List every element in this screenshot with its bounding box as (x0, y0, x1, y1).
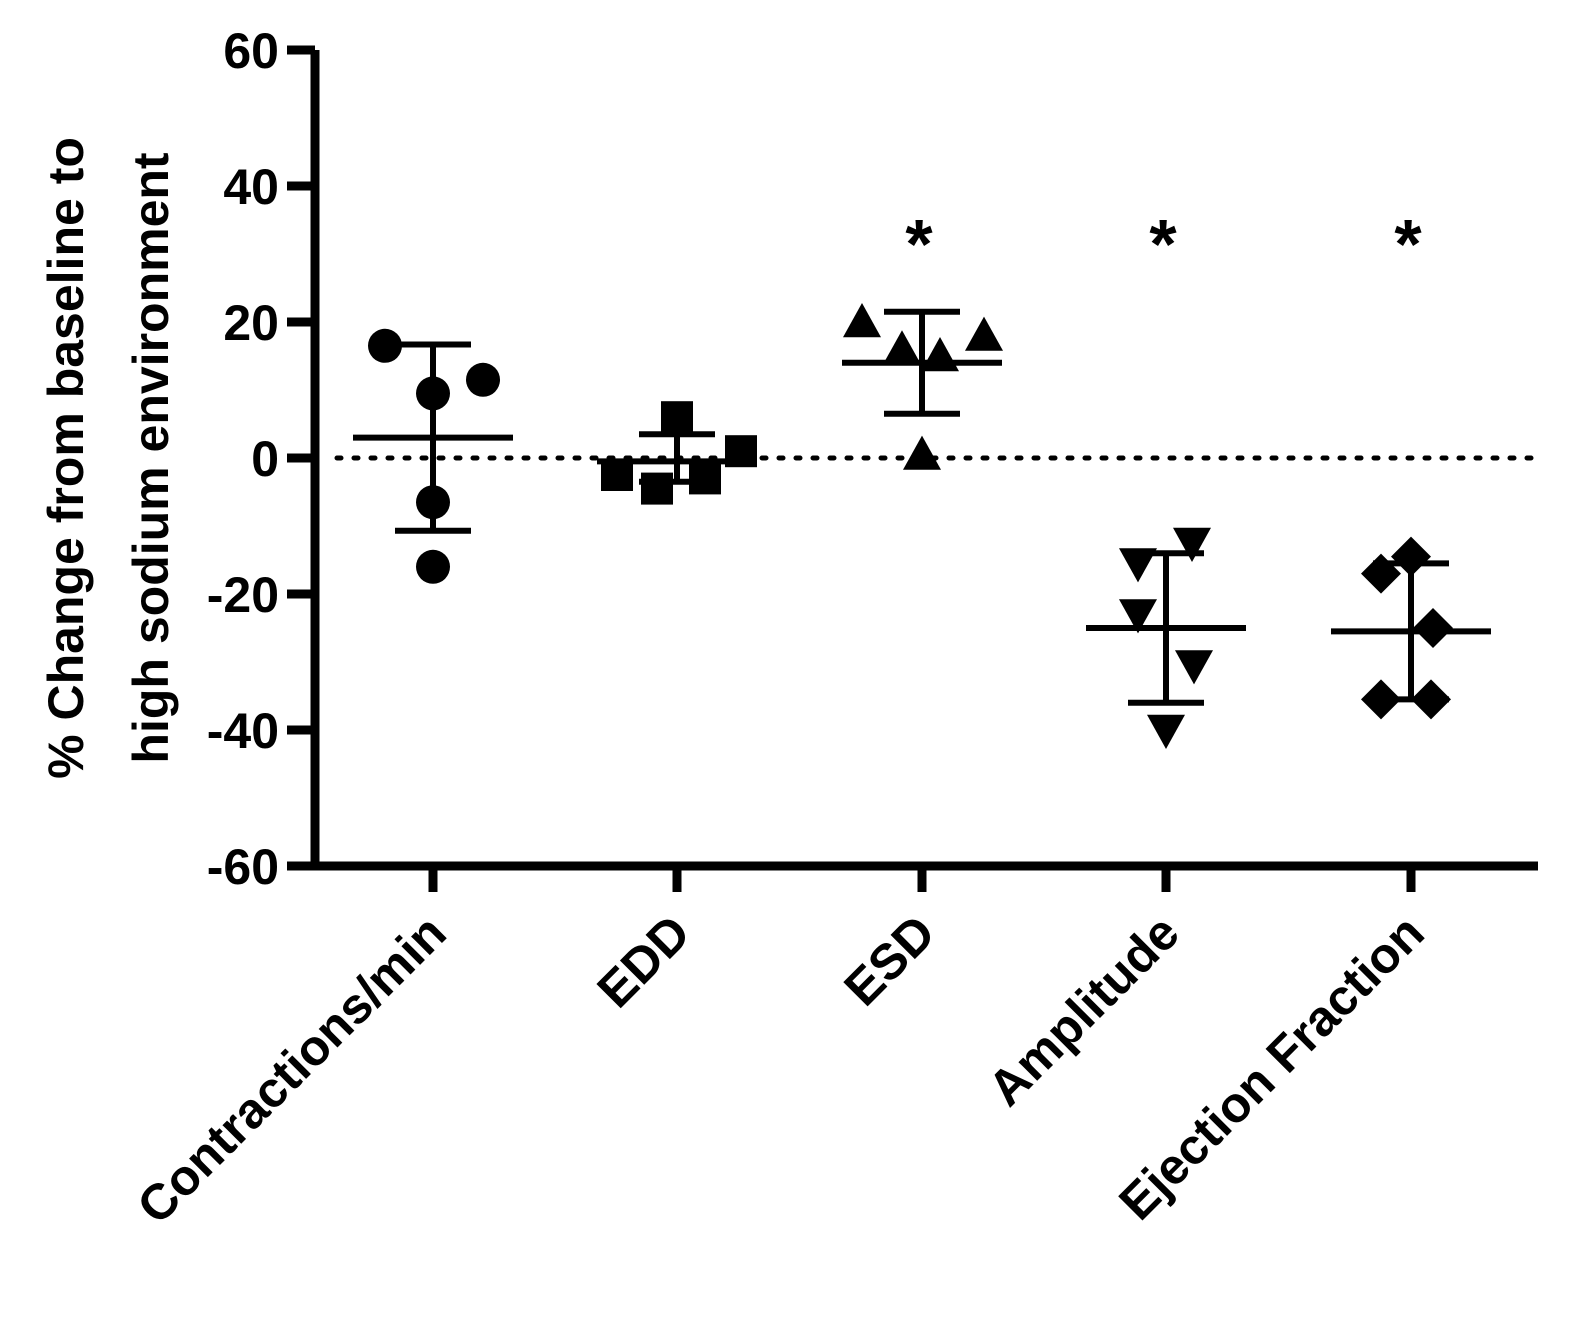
data-point (843, 303, 881, 338)
x-axis: Contractions/min EDD ESD AmplitudeEjection … (126, 861, 1538, 1234)
plot-area: * * * (353, 205, 1491, 749)
y-tick-label: 60 (223, 23, 279, 79)
data-point (689, 462, 721, 495)
series-group: * (1086, 205, 1246, 749)
y-tick-label: 40 (223, 159, 279, 215)
data-point (1119, 599, 1157, 634)
data-point (1391, 536, 1431, 577)
y-axis-label: % Change from baseline to high sodium env… (38, 137, 179, 779)
data-point (1361, 553, 1401, 594)
data-point (965, 316, 1003, 351)
series-group (353, 328, 513, 584)
y-tick-label: -60 (207, 839, 279, 895)
data-point (368, 328, 402, 363)
data-point (1361, 679, 1401, 720)
data-point (466, 362, 500, 397)
y-axis-label-line: high sodium environment (123, 152, 179, 763)
data-point (903, 435, 941, 470)
data-point (416, 376, 450, 411)
data-point (725, 435, 757, 468)
data-point (1147, 714, 1185, 749)
data-point (921, 337, 959, 372)
y-tick-label: 20 (223, 295, 279, 351)
data-point (641, 472, 673, 505)
data-point (1175, 650, 1213, 685)
significance-asterisk: * (1394, 205, 1422, 283)
y-axis: 60 40 20 0 -20 -40 -60 (207, 23, 320, 895)
x-tick-label: Amplitude (977, 904, 1189, 1116)
y-axis-label-line: % Change from baseline to (38, 137, 94, 779)
data-point (1413, 608, 1453, 648)
data-point (1173, 527, 1211, 562)
y-tick-label: -20 (207, 567, 279, 623)
x-tick-label: EDD (587, 904, 701, 1018)
y-tick-label: 0 (251, 431, 279, 487)
data-point (1119, 548, 1157, 583)
data-point (601, 459, 633, 491)
significance-asterisk: * (905, 205, 933, 283)
significance-asterisk: * (1149, 205, 1177, 283)
y-tick-label: -40 (207, 703, 279, 759)
data-point (416, 485, 450, 520)
x-tick-label: ESD (833, 904, 945, 1016)
series-group: * (1331, 205, 1491, 720)
series-group: * (842, 205, 1003, 470)
data-point (416, 549, 450, 584)
data-point (883, 330, 921, 365)
x-tick-label: Contractions/min (126, 904, 456, 1234)
data-point (1411, 679, 1451, 720)
data-point (661, 401, 693, 434)
series-group (597, 401, 757, 505)
